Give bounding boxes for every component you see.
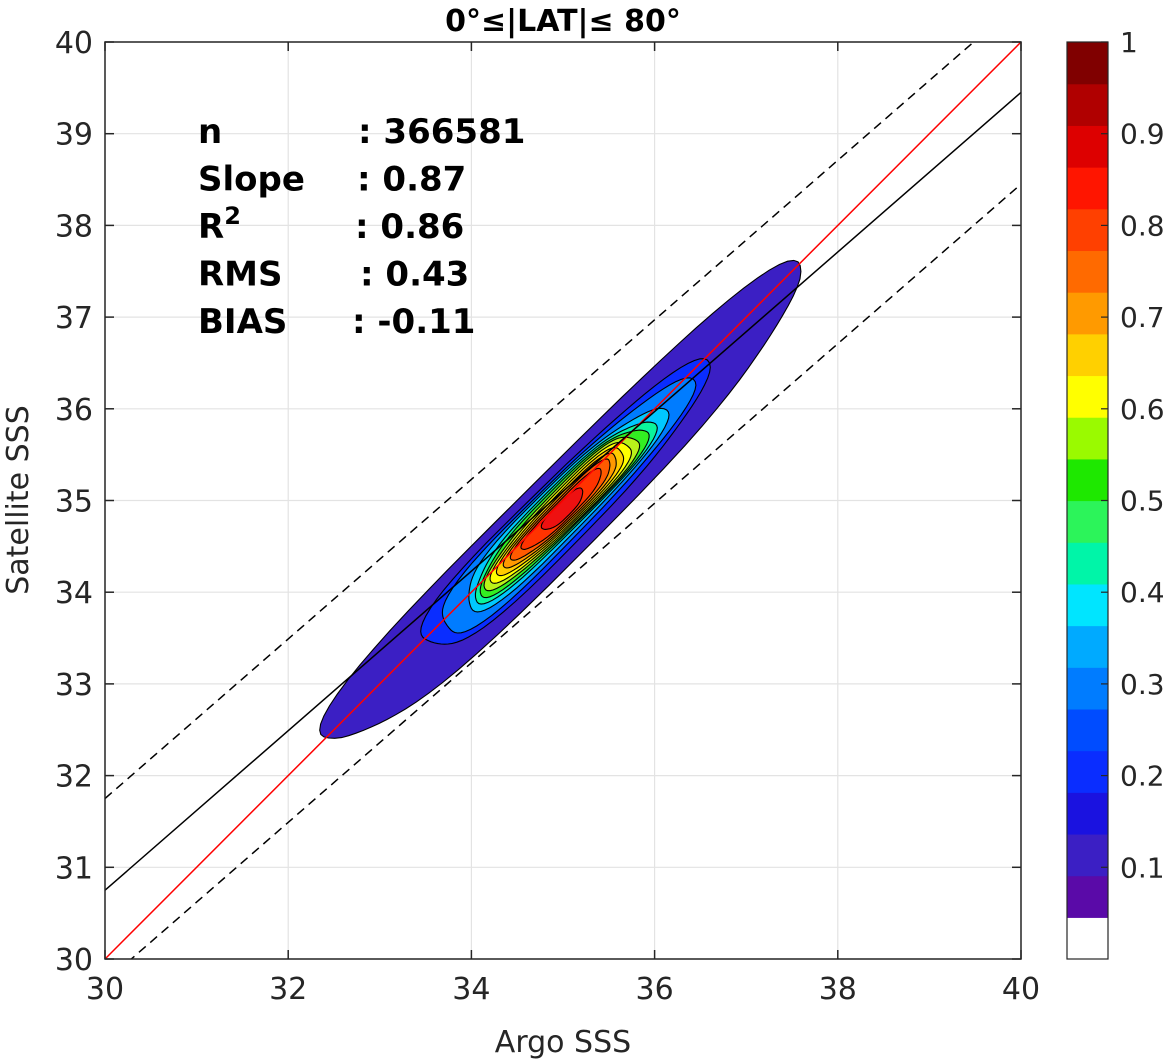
colorbar-segment xyxy=(1067,83,1108,126)
x-tick-label: 38 xyxy=(819,972,857,1007)
colorbar-tick-label: 0.6 xyxy=(1120,393,1165,426)
colorbar-tick-label: 0.8 xyxy=(1120,209,1165,242)
colorbar-segment xyxy=(1067,792,1108,835)
stat-value: : 366581 xyxy=(358,112,525,152)
density-contours xyxy=(319,259,802,739)
one-to-one-line xyxy=(105,42,1021,959)
colorbar-segment xyxy=(1067,208,1108,252)
grid-lines xyxy=(104,41,1022,960)
stat-value: : 0.87 xyxy=(357,160,466,200)
x-tick-label: 40 xyxy=(1002,972,1040,1007)
y-tick-label: 33 xyxy=(55,668,93,703)
reference-lines xyxy=(105,42,1021,959)
stat-value: : 0.43 xyxy=(360,255,469,295)
stat-label: n xyxy=(198,112,222,152)
stat-label-superscript: 2 xyxy=(224,202,241,230)
stat-label: Slope xyxy=(198,160,305,200)
colorbar-segment xyxy=(1067,750,1108,793)
colorbar-segment xyxy=(1067,417,1108,460)
colorbar-segment xyxy=(1067,917,1108,960)
colorbar-segment xyxy=(1067,875,1108,918)
axis-ticks: 30 32 34 36 38 40 30 31 32 33 34 35 36 37 38 39 40 xyxy=(55,26,1040,1007)
colorbar-segment xyxy=(1067,42,1108,85)
colorbar-segment xyxy=(1067,333,1108,377)
colorbar-segment xyxy=(1067,583,1108,627)
colorbar-segment xyxy=(1067,500,1108,543)
colorbar-segment xyxy=(1067,458,1108,502)
y-tick-label: 30 xyxy=(55,943,93,978)
y-tick-label: 38 xyxy=(55,209,93,244)
chart-title: 0°≤|LAT|≤ 80° xyxy=(445,4,681,39)
colorbar-segment xyxy=(1067,708,1108,752)
stat-value: : 0.86 xyxy=(355,207,464,247)
lower-bound-line xyxy=(130,183,1021,959)
y-tick-label: 36 xyxy=(55,393,93,428)
x-axis-title: Argo SSS xyxy=(495,1025,631,1060)
x-tick-label: 34 xyxy=(452,972,490,1007)
colorbar-tick-label: 0.7 xyxy=(1120,301,1165,334)
upper-bound-line xyxy=(105,42,975,800)
colorbar-segment xyxy=(1067,542,1108,585)
colorbar-segment xyxy=(1067,667,1108,710)
y-tick-label: 34 xyxy=(55,576,93,611)
regression-line xyxy=(105,91,1021,891)
stat-label: BIAS xyxy=(198,302,287,342)
y-tick-label: 32 xyxy=(55,760,93,795)
x-tick-label: 30 xyxy=(86,972,124,1007)
y-tick-label: 39 xyxy=(55,118,93,153)
y-tick-label: 40 xyxy=(55,26,93,61)
colorbar-segment xyxy=(1067,625,1108,668)
x-tick-label: 36 xyxy=(636,972,674,1007)
colorbar-tick-label: 0.9 xyxy=(1120,118,1165,151)
colorbar-tick-label: 1 xyxy=(1120,26,1138,59)
y-tick-label: 31 xyxy=(55,851,93,886)
colorbar: 1 0.9 0.8 0.7 0.6 0.5 0.4 0.3 0.2 0.1 xyxy=(1066,26,1165,960)
y-tick-label: 37 xyxy=(55,301,93,336)
colorbar-tick-label: 0.2 xyxy=(1120,760,1165,793)
colorbar-tick-label: 0.4 xyxy=(1120,576,1165,609)
colorbar-segment xyxy=(1067,250,1108,293)
colorbar-segment xyxy=(1067,292,1108,335)
colorbar-tick-label: 0.5 xyxy=(1120,485,1165,518)
stat-label: RMS xyxy=(198,255,283,295)
stat-value: : -0.11 xyxy=(352,302,475,342)
colorbar-tick-label: 0.3 xyxy=(1120,668,1165,701)
colorbar-segment xyxy=(1067,125,1108,168)
x-tick-label: 32 xyxy=(269,972,307,1007)
colorbar-segment xyxy=(1067,375,1108,418)
y-tick-label: 35 xyxy=(55,485,93,520)
colorbar-segment xyxy=(1067,833,1108,877)
colorbar-tick-label: 0.1 xyxy=(1120,851,1165,884)
colorbar-segment xyxy=(1067,167,1108,210)
y-axis-title: Satellite SSS xyxy=(1,405,36,595)
